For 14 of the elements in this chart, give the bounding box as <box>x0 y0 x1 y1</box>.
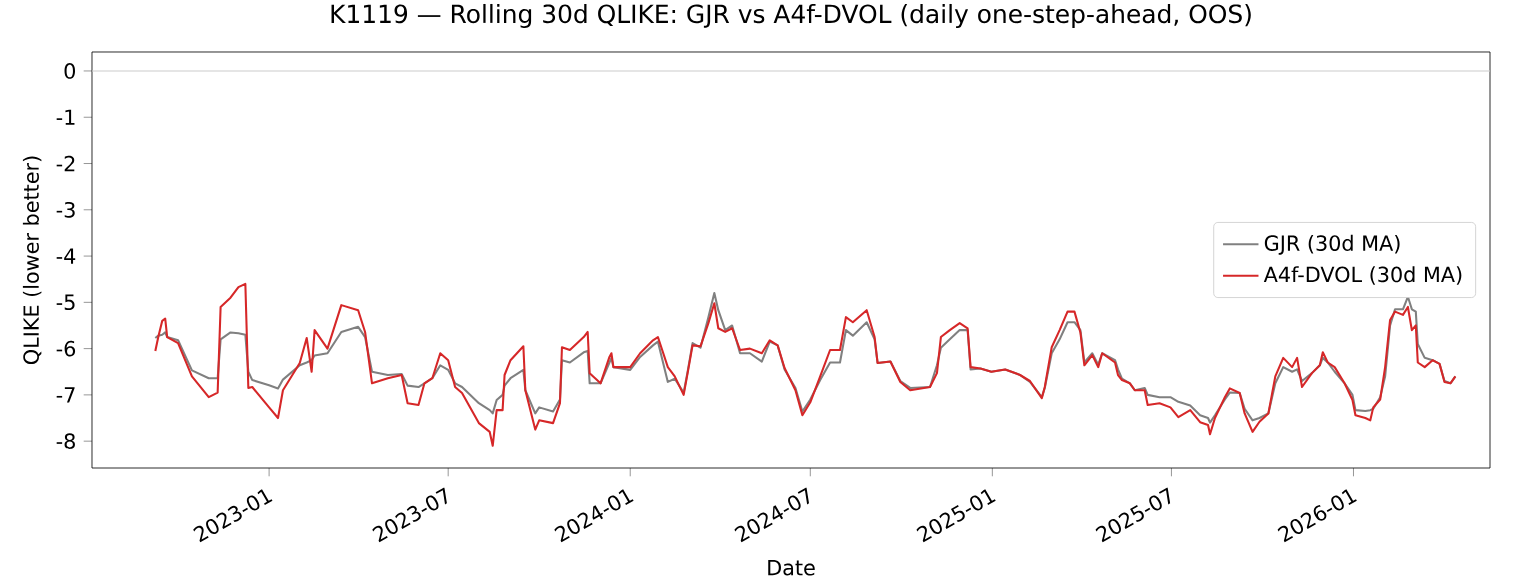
y-tick-label: -1 <box>56 109 75 125</box>
chart-title: K1119 — Rolling 30d QLIKE: GJR vs A4f-DVOL (daily one-step-ahead, OOS) <box>331 3 1251 29</box>
y-tick-label: 0 <box>64 63 76 79</box>
legend-label: A4f-DVOL (30d MA) <box>1263 266 1462 285</box>
x-axis-title: Date <box>768 560 815 576</box>
y-tick-label: -6 <box>56 340 76 357</box>
y-tick-label: -8 <box>56 433 75 450</box>
y-axis-title: QLIKE (lower better) <box>22 156 42 365</box>
legend-label: GJR (30d MA) <box>1264 234 1400 255</box>
y-tick-label: -3 <box>56 201 75 218</box>
y-tick-label: -5 <box>56 294 75 311</box>
y-tick-label: -2 <box>56 155 75 172</box>
y-tick-label: -7 <box>56 387 75 403</box>
y-tick-label: -4 <box>56 248 76 264</box>
